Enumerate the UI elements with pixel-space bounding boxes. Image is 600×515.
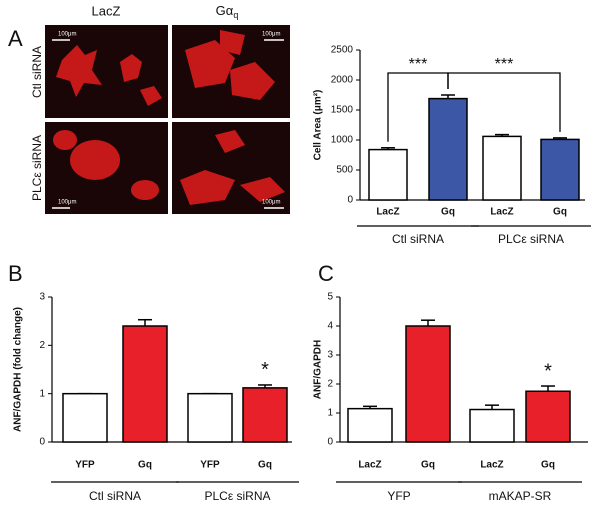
x-tick-label: Gq <box>421 460 435 471</box>
bar <box>540 138 580 201</box>
x-tick-label: Gq <box>138 460 152 471</box>
y-tick-label: 2000 <box>331 75 354 86</box>
column-label-main: Gα <box>216 3 234 18</box>
y-axis-label: ANF/GAPDH <box>313 340 324 399</box>
x-tick-label: YFP <box>200 460 220 471</box>
x-tick-label: Gq <box>541 460 555 471</box>
x-tick-label: LacZ <box>376 207 399 218</box>
x-tick-label: LacZ <box>490 207 513 218</box>
bar <box>242 387 288 443</box>
y-tick-label: 2500 <box>331 45 354 56</box>
bar <box>482 135 522 201</box>
y-tick-label: 3 <box>39 292 45 303</box>
panel-letter: B <box>8 261 23 286</box>
y-axis-label: Cell Area (μm²) <box>313 90 324 161</box>
y-tick-label: 1500 <box>331 105 354 116</box>
significance-bracket <box>447 72 561 132</box>
y-tick-label: 4 <box>327 321 333 332</box>
panel-letter: C <box>318 261 334 286</box>
scale-label: 100μm <box>262 200 280 206</box>
x-tick-label: LacZ <box>358 460 381 471</box>
panel-letter: A <box>8 26 23 51</box>
y-tick-label: 0 <box>347 195 353 206</box>
y-tick-label: 3 <box>327 350 333 361</box>
y-tick-label: 1 <box>39 388 45 399</box>
scale-label: 100μm <box>262 32 280 38</box>
cells <box>53 30 285 205</box>
bar <box>469 408 515 443</box>
y-tick-label: 0 <box>39 437 45 448</box>
y-tick-label: 5 <box>327 292 333 303</box>
y-tick-label: 2 <box>39 340 45 351</box>
group-label: Ctl siRNA <box>392 232 444 246</box>
y-tick-label: 2 <box>327 379 333 390</box>
y-tick-label: 1000 <box>331 135 354 146</box>
bar <box>187 392 233 443</box>
scale-label: 100μm <box>58 200 76 206</box>
group-label: YFP <box>387 489 410 503</box>
x-tick-label: Gq <box>553 207 567 218</box>
column-label: LacZ <box>92 3 121 18</box>
significance-label: *** <box>409 56 428 73</box>
group-label: mAKAP-SR <box>489 489 552 503</box>
y-tick-label: 0 <box>327 437 333 448</box>
x-tick-label: Gq <box>258 460 272 471</box>
x-tick-label: LacZ <box>480 460 503 471</box>
group-label: PLCε siRNA <box>498 232 564 246</box>
bar <box>368 148 408 201</box>
y-tick-label: 1 <box>327 408 333 419</box>
bar <box>122 325 168 443</box>
y-tick-label: 500 <box>336 165 353 176</box>
bar <box>405 325 451 443</box>
significance-label: * <box>544 360 552 382</box>
x-tick-label: YFP <box>75 460 95 471</box>
scale-label: 100μm <box>58 32 76 38</box>
row-label: PLCε siRNA <box>30 135 44 201</box>
row-label: Ctl siRNA <box>30 46 44 98</box>
bar <box>347 407 393 443</box>
x-tick-label: Gq <box>441 207 455 218</box>
bar <box>428 97 468 201</box>
significance-label: *** <box>495 56 514 73</box>
micrographs <box>45 25 290 214</box>
column-label: Gαq <box>216 3 239 20</box>
bar <box>62 392 108 443</box>
scale-bars <box>52 39 284 209</box>
column-label-sub: q <box>233 10 238 20</box>
y-axis-label: ANF/GAPDH (fold change) <box>13 307 24 432</box>
group-label: Ctl siRNA <box>89 489 141 503</box>
significance-label: * <box>261 359 269 381</box>
bar <box>525 390 571 443</box>
group-label: PLCε siRNA <box>204 489 270 503</box>
